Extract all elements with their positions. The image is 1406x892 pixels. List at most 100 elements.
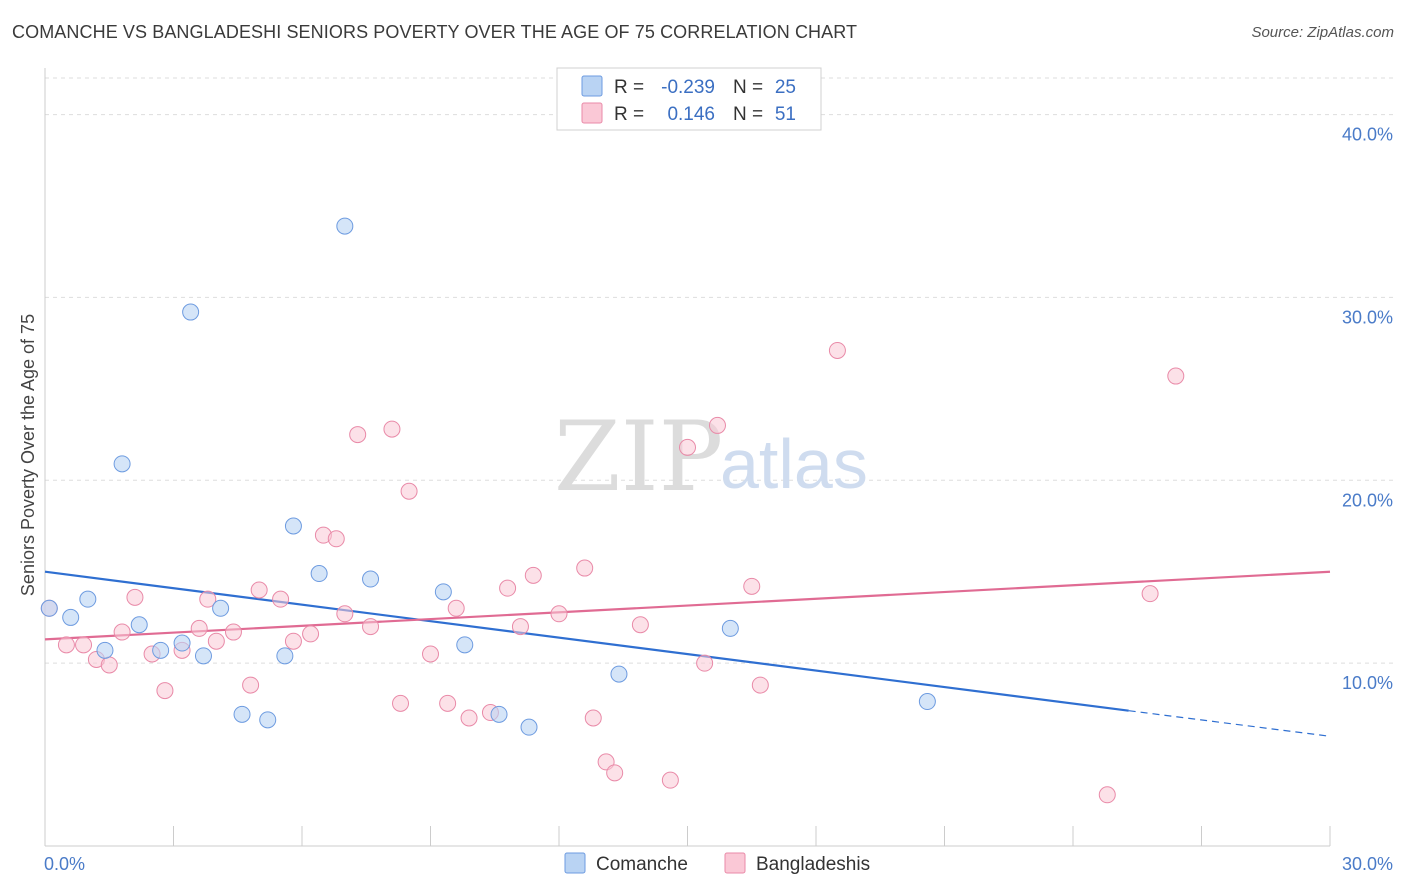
point-bangladeshis (743, 577, 761, 595)
point-bangladeshis (606, 764, 624, 782)
legend-r-label-comanche: R = (614, 77, 644, 98)
point-bangladeshis (460, 709, 478, 727)
point-bangladeshis (439, 694, 457, 712)
point-bangladeshis (550, 605, 568, 623)
watermark-atlas: atlas (720, 425, 868, 503)
bottom-legend: Comanche Bangladeshis (564, 852, 870, 875)
point-comanche (194, 647, 212, 665)
point-bangladeshis (349, 426, 367, 444)
point-comanche (259, 711, 277, 729)
point-comanche (40, 599, 58, 617)
point-bangladeshis (499, 579, 517, 597)
point-comanche (233, 705, 251, 723)
point-bangladeshis (392, 694, 410, 712)
point-comanche (152, 641, 170, 659)
point-comanche (113, 455, 131, 473)
point-comanche (721, 619, 739, 637)
point-bangladeshis (584, 709, 602, 727)
bottom-legend-bangladeshis: Bangladeshis (756, 854, 870, 875)
point-bangladeshis (1098, 786, 1116, 804)
point-comanche (284, 517, 302, 535)
watermark-zip: ZIP (554, 401, 723, 513)
gridlines (45, 77, 1393, 664)
y-tick-labels: 10.0% 20.0% 30.0% 40.0% (1342, 125, 1393, 694)
legend: R = -0.239 N = 25 R = 0.146 N = 51 (556, 67, 822, 131)
point-bangladeshis (284, 632, 302, 650)
point-bangladeshis (422, 645, 439, 663)
axes (44, 68, 1331, 847)
x-tick-label-max: 30.0% (1342, 854, 1393, 874)
bottom-legend-swatch-comanche (564, 852, 586, 874)
point-bangladeshis (679, 438, 696, 456)
legend-r-value-comanche: -0.239 (661, 77, 715, 98)
point-bangladeshis (224, 623, 242, 641)
legend-n-label-bangladeshis: N = (733, 104, 763, 125)
point-comanche (173, 634, 191, 652)
point-bangladeshis (1167, 367, 1185, 385)
y-tick-label-1: 20.0% (1342, 490, 1393, 510)
point-bangladeshis (242, 676, 260, 694)
point-comanche (490, 705, 508, 723)
y-tick-label-2: 30.0% (1342, 307, 1393, 327)
y-tick-label-0: 10.0% (1342, 673, 1393, 693)
point-bangladeshis (336, 605, 354, 623)
point-bangladeshis (302, 625, 320, 643)
trend-line-comanche-extension (1128, 710, 1331, 737)
point-comanche (918, 693, 936, 711)
legend-n-value-bangladeshis: 51 (775, 104, 796, 125)
point-bangladeshis (190, 619, 208, 637)
point-comanche (62, 608, 80, 626)
point-bangladeshis (199, 590, 217, 608)
trend-lines (44, 570, 1331, 737)
point-bangladeshis (272, 590, 290, 608)
point-comanche (456, 636, 474, 654)
point-bangladeshis (126, 588, 144, 606)
trend-line-bangladeshis (44, 570, 1331, 641)
point-bangladeshis (661, 771, 679, 789)
point-bangladeshis (511, 618, 529, 636)
point-comanche (96, 641, 114, 659)
x-tick-label-min: 0.0% (44, 854, 85, 874)
point-bangladeshis (708, 416, 726, 434)
point-bangladeshis (447, 599, 465, 617)
point-bangladeshis (113, 623, 131, 641)
point-comanche (310, 565, 328, 583)
point-bangladeshis (207, 632, 225, 650)
point-comanche (610, 665, 628, 683)
point-comanche (276, 647, 294, 665)
source-label: Source: ZipAtlas.com (1251, 24, 1394, 41)
point-bangladeshis (327, 530, 345, 548)
point-bangladeshis (696, 654, 714, 672)
point-comanche (362, 570, 380, 588)
legend-n-label-comanche: N = (733, 77, 763, 98)
point-bangladeshis (524, 566, 542, 584)
point-bangladeshis (751, 676, 769, 694)
point-comanche (434, 583, 452, 601)
bottom-legend-comanche: Comanche (596, 854, 688, 875)
legend-swatch-bangladeshis (581, 102, 603, 124)
y-tick-label-3: 40.0% (1342, 125, 1393, 145)
data-points (40, 217, 1185, 804)
point-bangladeshis (828, 341, 846, 359)
point-bangladeshis (400, 482, 418, 500)
point-bangladeshis (576, 559, 594, 577)
point-bangladeshis (383, 420, 401, 438)
point-comanche (79, 590, 97, 608)
point-comanche (212, 599, 230, 617)
point-bangladeshis (57, 636, 75, 654)
y-axis-label: Seniors Poverty Over the Age of 75 (18, 314, 38, 596)
point-comanche (130, 616, 148, 634)
legend-r-value-bangladeshis: 0.146 (667, 104, 715, 125)
point-bangladeshis (362, 618, 380, 636)
legend-n-value-comanche: 25 (775, 77, 796, 98)
trend-line-comanche (44, 570, 1129, 712)
point-comanche (182, 303, 200, 321)
point-comanche (520, 718, 538, 736)
legend-swatch-comanche (581, 75, 603, 97)
point-bangladeshis (75, 636, 93, 654)
point-comanche (336, 217, 354, 235)
legend-r-label-bangladeshis: R = (614, 104, 644, 125)
point-bangladeshis (1141, 585, 1159, 603)
watermark: ZIP atlas (554, 401, 868, 513)
